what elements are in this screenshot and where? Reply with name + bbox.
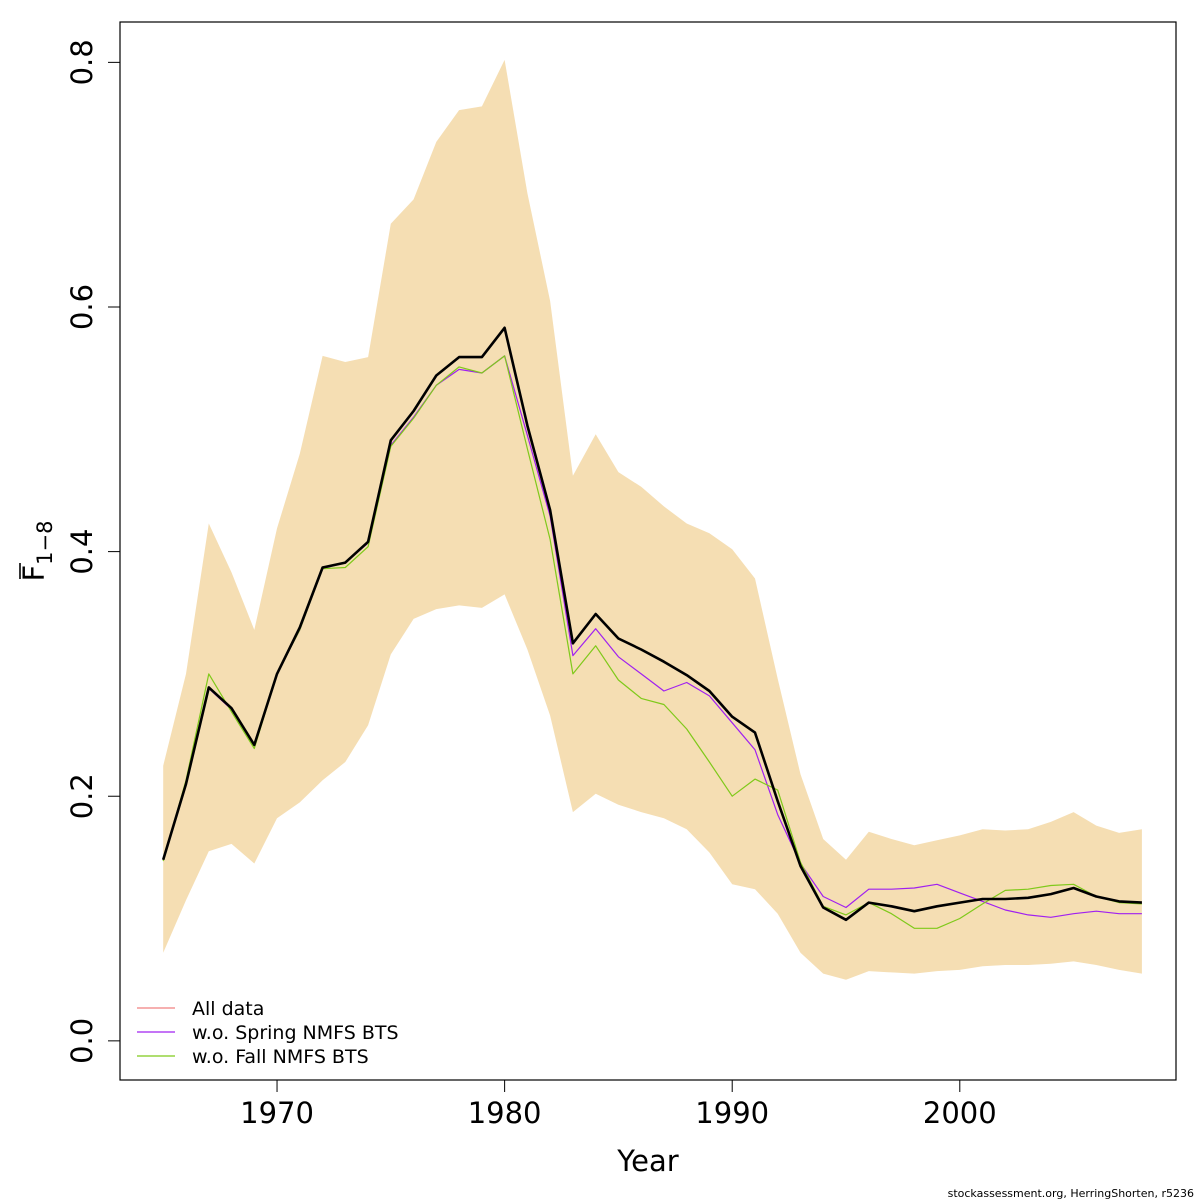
confidence-band (163, 59, 1142, 980)
y-axis-title: F1−8 (17, 520, 57, 581)
y-axis: 0.0 0.2 0.4 0.6 0.8 (65, 39, 121, 1064)
y-tick-label: 0.8 (65, 39, 99, 85)
y-tick-label: 0.4 (65, 529, 99, 575)
series-line-w-o-fall-nmfs-bts (162, 355, 1142, 929)
legend-entry: All data (137, 998, 264, 1020)
series-line-estimate (161, 326, 1142, 922)
x-tick-label: 2000 (923, 1096, 997, 1130)
series-layer (161, 326, 1142, 929)
x-tick-label: 1980 (468, 1096, 542, 1130)
y-tick-label: 0.0 (65, 1018, 99, 1064)
y-axis-title-subscript: 1−8 (33, 520, 57, 564)
legend-label: All data (192, 998, 264, 1020)
footer-credit: stockassessment.org, HerringShorten, r52… (948, 1187, 1194, 1200)
y-tick-label: 0.6 (65, 284, 99, 330)
legend-entry: w.o. Fall NMFS BTS (137, 1046, 369, 1068)
x-tick-label: 1990 (695, 1096, 769, 1130)
svg-text:F1−8: F1−8 (17, 520, 57, 581)
y-tick-label: 0.2 (65, 773, 99, 819)
y-axis-title-main: F (17, 565, 51, 582)
x-axis: 1970 1980 1990 2000 (240, 1079, 997, 1130)
x-tick-label: 1970 (240, 1096, 314, 1130)
x-axis-title: Year (616, 1144, 678, 1178)
legend-entry: w.o. Spring NMFS BTS (137, 1022, 399, 1044)
legend-label: w.o. Spring NMFS BTS (192, 1022, 399, 1044)
confidence-band-layer (163, 59, 1142, 980)
legend-label: w.o. Fall NMFS BTS (192, 1046, 369, 1068)
